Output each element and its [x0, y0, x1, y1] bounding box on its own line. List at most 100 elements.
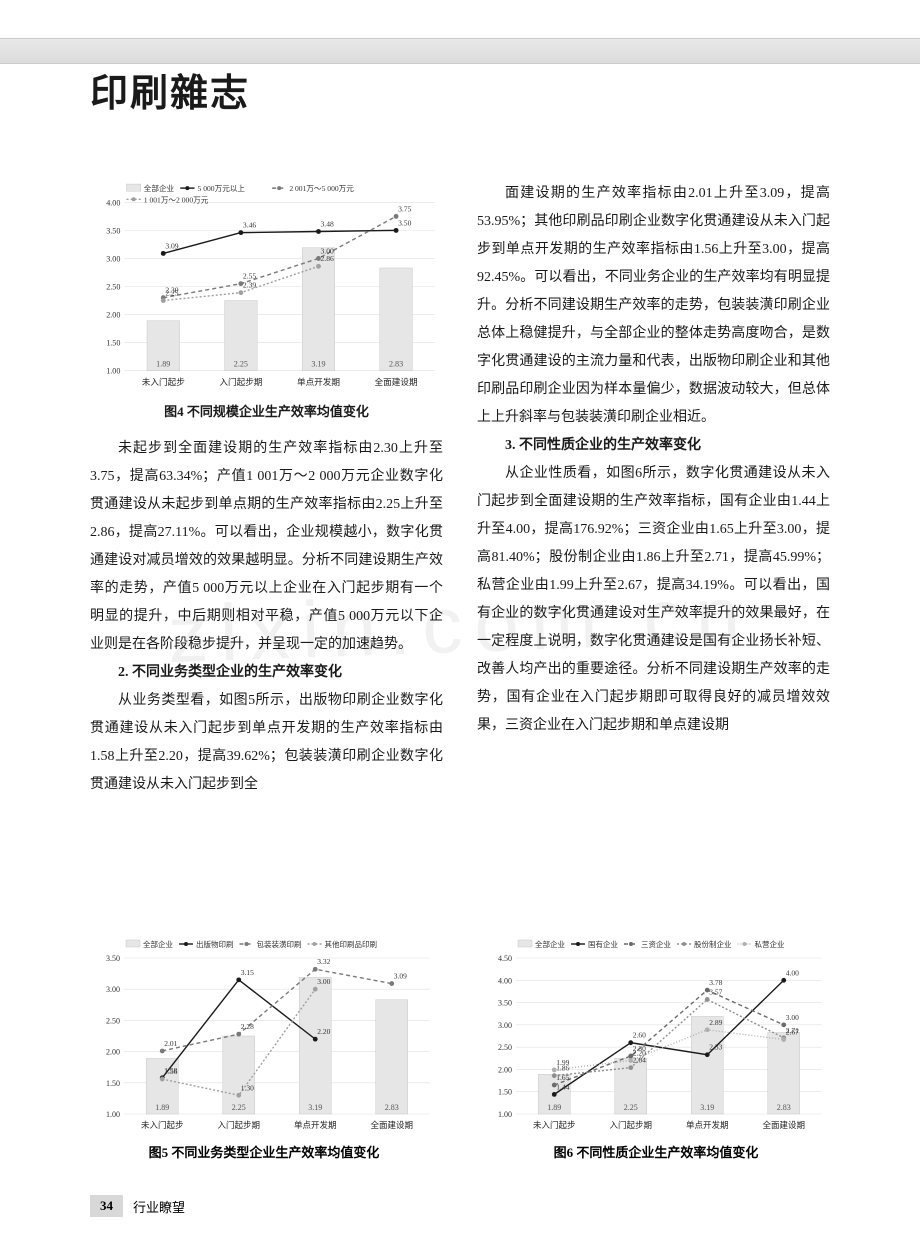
svg-text:1.50: 1.50 — [498, 1088, 512, 1097]
svg-text:4.00: 4.00 — [106, 198, 120, 207]
right-h3: 3. 不同性质企业的生产效率变化 — [477, 432, 830, 460]
svg-text:入门起步期: 入门起步期 — [217, 1120, 260, 1130]
svg-text:1 001万～2 000万元: 1 001万～2 000万元 — [144, 195, 209, 204]
svg-text:入门起步期: 入门起步期 — [609, 1120, 652, 1130]
svg-text:4.50: 4.50 — [498, 954, 512, 963]
content-area: 1.001.502.002.503.003.504.001.892.253.19… — [90, 180, 830, 799]
page-number: 34 — [90, 1195, 123, 1217]
svg-text:1.89: 1.89 — [156, 360, 170, 369]
svg-text:2.50: 2.50 — [106, 1016, 120, 1025]
svg-text:1.44: 1.44 — [556, 1082, 569, 1091]
header-bar — [0, 38, 920, 64]
svg-text:1.56: 1.56 — [164, 1067, 177, 1076]
svg-text:3.00: 3.00 — [317, 977, 330, 986]
svg-text:2.20: 2.20 — [633, 1049, 646, 1058]
svg-text:2.86: 2.86 — [321, 254, 334, 263]
svg-text:3.09: 3.09 — [394, 972, 407, 981]
svg-text:2.83: 2.83 — [389, 360, 403, 369]
svg-text:3.50: 3.50 — [498, 999, 512, 1008]
left-h2: 2. 不同业务类型企业的生产效率变化 — [90, 659, 443, 687]
svg-text:国有企业: 国有企业 — [588, 939, 618, 949]
svg-text:包装装潢印刷: 包装装潢印刷 — [257, 939, 302, 949]
svg-text:1.30: 1.30 — [241, 1083, 254, 1092]
svg-text:3.19: 3.19 — [308, 1103, 322, 1112]
svg-text:2.00: 2.00 — [106, 1048, 120, 1057]
svg-text:5 000万元以上: 5 000万元以上 — [198, 184, 246, 193]
svg-text:3.75: 3.75 — [398, 204, 411, 213]
svg-text:2.67: 2.67 — [786, 1028, 799, 1037]
svg-text:3.50: 3.50 — [106, 954, 120, 963]
svg-text:2.39: 2.39 — [243, 281, 256, 290]
svg-text:入门起步期: 入门起步期 — [219, 376, 262, 387]
footer: 34 行业瞭望 — [90, 1195, 185, 1217]
chart4-container: 1.001.502.002.503.003.504.001.892.253.19… — [90, 180, 443, 425]
svg-text:3.19: 3.19 — [311, 360, 325, 369]
svg-text:2.60: 2.60 — [633, 1031, 646, 1040]
svg-text:2.25: 2.25 — [624, 1103, 638, 1112]
svg-text:全部企业: 全部企业 — [144, 183, 175, 193]
svg-text:1.50: 1.50 — [106, 1079, 120, 1088]
right-p1: 面建设期的生产效率指标由2.01上升至3.09，提高53.95%；其他印刷品印刷… — [477, 180, 830, 432]
svg-text:2.01: 2.01 — [164, 1039, 177, 1048]
chart6-container: 1.00 1.50 2.00 2.50 3.00 3.50 4.00 4.50 1.89 2.25… — [482, 936, 830, 1161]
svg-text:2.28: 2.28 — [241, 1022, 254, 1031]
chart5: 1.001.502.002.503.003.501.892.253.192.83… — [90, 936, 438, 1136]
svg-text:3.78: 3.78 — [709, 978, 722, 987]
svg-text:2.55: 2.55 — [243, 272, 256, 281]
svg-text:3.00: 3.00 — [106, 254, 120, 263]
svg-text:未入门起步: 未入门起步 — [142, 376, 185, 387]
chart4-caption: 图4 不同规模企业生产效率均值变化 — [90, 399, 443, 425]
svg-text:单点开发期: 单点开发期 — [686, 1120, 729, 1130]
svg-text:3.09: 3.09 — [165, 241, 178, 250]
svg-text:2.20: 2.20 — [317, 1027, 330, 1036]
right-column: 面建设期的生产效率指标由2.01上升至3.09，提高53.95%；其他印刷品印刷… — [477, 180, 830, 799]
svg-text:1.89: 1.89 — [155, 1103, 169, 1112]
svg-text:1.00: 1.00 — [498, 1110, 512, 1119]
svg-text:单点开发期: 单点开发期 — [297, 376, 340, 387]
svg-text:3.46: 3.46 — [243, 221, 256, 230]
svg-text:3.00: 3.00 — [498, 1021, 512, 1030]
right-p2: 从企业性质看，如图6所示，数字化贯通建设从未入门起步到全面建设期的生产效率指标，… — [477, 460, 830, 740]
svg-text:2.50: 2.50 — [106, 283, 120, 292]
svg-text:全部企业: 全部企业 — [143, 939, 173, 949]
svg-text:私营企业: 私营企业 — [755, 939, 785, 949]
page: 印刷雜志 zixin.com.cn 1.001.502.002.503.003.… — [0, 0, 920, 1249]
svg-text:2.33: 2.33 — [709, 1043, 722, 1052]
svg-text:4.00: 4.00 — [498, 976, 512, 985]
svg-text:1.89: 1.89 — [547, 1103, 561, 1112]
svg-text:未入门起步: 未入门起步 — [141, 1120, 184, 1130]
svg-text:2.89: 2.89 — [709, 1018, 722, 1027]
svg-text:全面建设期: 全面建设期 — [375, 376, 418, 387]
svg-text:4.00: 4.00 — [786, 968, 799, 977]
svg-text:2.50: 2.50 — [498, 1043, 512, 1052]
chart6: 1.00 1.50 2.00 2.50 3.00 3.50 4.00 4.50 1.89 2.25… — [482, 936, 830, 1136]
svg-text:1.99: 1.99 — [556, 1058, 569, 1067]
svg-text:3.50: 3.50 — [398, 218, 411, 227]
svg-text:全面建设期: 全面建设期 — [370, 1120, 413, 1130]
chart5-container: 1.001.502.002.503.003.501.892.253.192.83… — [90, 936, 438, 1161]
svg-text:1.00: 1.00 — [106, 1110, 120, 1119]
svg-text:2.25: 2.25 — [234, 360, 248, 369]
svg-text:3.00: 3.00 — [106, 985, 120, 994]
left-p2: 从业务类型看，如图5所示，出版物印刷企业数字化贯通建设从未入门起步到单点开发期的… — [90, 687, 443, 799]
svg-text:出版物印刷: 出版物印刷 — [196, 939, 234, 949]
svg-text:其他印刷品印刷: 其他印刷品印刷 — [325, 939, 378, 949]
footer-label: 行业瞭望 — [133, 1197, 185, 1216]
svg-text:3.48: 3.48 — [321, 219, 334, 228]
svg-text:2.00: 2.00 — [498, 1065, 512, 1074]
svg-text:2 001万～5 000万元: 2 001万～5 000万元 — [289, 184, 354, 193]
chart4: 1.001.502.002.503.003.504.001.892.253.19… — [90, 180, 443, 393]
svg-text:3.32: 3.32 — [317, 957, 330, 966]
left-column: 1.001.502.002.503.003.504.001.892.253.19… — [90, 180, 443, 799]
left-p1: 未起步到全面建设期的生产效率指标由2.30上升至3.75，提高63.34%；产值… — [90, 435, 443, 659]
svg-text:2.83: 2.83 — [777, 1103, 791, 1112]
svg-text:3.50: 3.50 — [106, 226, 120, 235]
svg-text:2.00: 2.00 — [106, 311, 120, 320]
svg-text:2.25: 2.25 — [165, 288, 178, 297]
svg-text:三资企业: 三资企业 — [641, 939, 671, 949]
svg-text:3.19: 3.19 — [700, 1103, 714, 1112]
svg-text:单点开发期: 单点开发期 — [294, 1120, 337, 1130]
svg-text:股份制企业: 股份制企业 — [694, 939, 732, 949]
svg-text:2.25: 2.25 — [232, 1103, 246, 1112]
svg-text:全面建设期: 全面建设期 — [762, 1120, 805, 1130]
